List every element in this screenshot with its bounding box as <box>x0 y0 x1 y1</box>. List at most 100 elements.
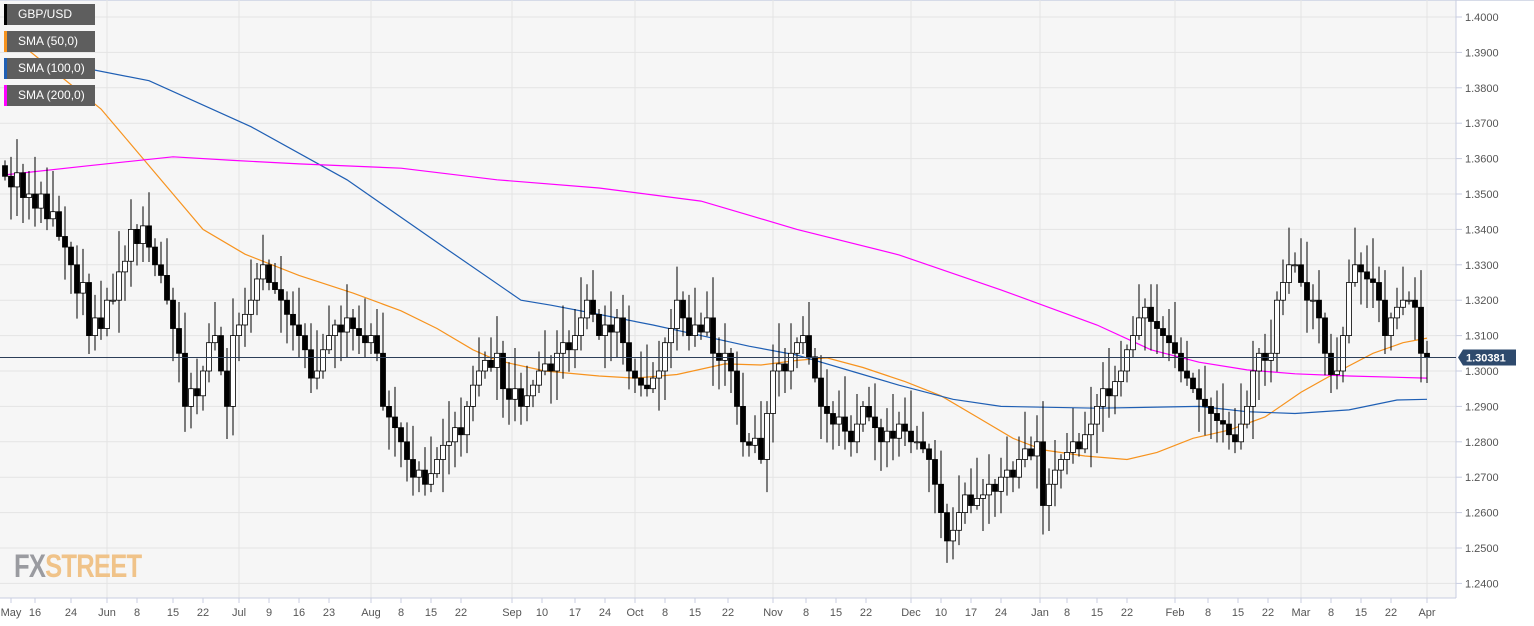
candle-body-down <box>812 356 818 379</box>
x-tick-label: 10 <box>536 607 548 619</box>
candle-body-down <box>872 416 878 429</box>
candle <box>1148 284 1154 351</box>
candle-body-up <box>128 228 134 262</box>
candle-body-up <box>1292 264 1298 267</box>
candle <box>884 408 890 468</box>
candle <box>470 365 476 422</box>
legend-item-sma200[interactable]: SMA (200,0) <box>4 85 95 106</box>
candle <box>1118 340 1124 397</box>
candle-body-up <box>578 317 584 336</box>
candle <box>896 411 902 457</box>
candle-body-up <box>1070 441 1076 453</box>
candle-body-down <box>134 228 140 244</box>
candle <box>1322 312 1328 376</box>
candle-body-up <box>854 423 860 443</box>
legend-item-gbpusd[interactable]: GBP/USD <box>4 4 95 25</box>
y-tick-label: 1.2400 <box>1465 578 1499 590</box>
candle-body-down <box>1028 448 1034 457</box>
candle-body-down <box>902 423 908 432</box>
candle-body-up <box>860 405 866 425</box>
legend-item-sma50[interactable]: SMA (50,0) <box>4 31 95 52</box>
candle <box>188 372 194 429</box>
candle-body-up <box>1088 423 1094 436</box>
candle <box>908 390 914 454</box>
candle-body-down <box>500 352 506 390</box>
y-axis: 1.2400 1.2500 1.2600 1.2700 1.2800 1.2900 1.30… <box>1455 0 1499 598</box>
candle <box>1136 284 1142 340</box>
candle-body-down <box>1010 469 1016 478</box>
candle-body-up <box>986 483 992 496</box>
x-tick-label: Jan <box>1031 607 1049 619</box>
candle-body-down <box>638 377 644 386</box>
candle-body-up <box>1244 405 1250 425</box>
y-tick-label: 1.2700 <box>1465 472 1499 484</box>
y-tick-label: 1.3500 <box>1465 189 1499 201</box>
candle <box>500 340 506 418</box>
candle-body-up <box>788 352 794 372</box>
candle <box>1268 319 1274 383</box>
candle <box>1154 284 1160 355</box>
candle <box>206 323 212 383</box>
candle-body-up <box>482 359 488 372</box>
y-tick-label: 1.3700 <box>1465 118 1499 130</box>
candle-body-down <box>644 384 650 390</box>
candle-body-down <box>392 416 398 429</box>
candle-body-up <box>1016 459 1022 478</box>
candle-body-up <box>206 342 212 372</box>
candle <box>536 351 542 393</box>
candle-body-up <box>1406 299 1412 302</box>
candle-body-up <box>416 469 422 478</box>
candle <box>506 362 512 425</box>
candle <box>122 245 128 301</box>
candle-body-down <box>386 405 392 418</box>
candle <box>1022 411 1028 468</box>
candle-body-down <box>908 430 914 443</box>
candle <box>410 425 416 496</box>
candle-body-down <box>1424 352 1430 358</box>
candle <box>338 305 344 362</box>
candle-body-down <box>56 211 62 237</box>
candle-body-up <box>650 377 656 390</box>
candle-body-up <box>536 370 542 386</box>
candle-body-up <box>1100 388 1106 407</box>
candle-body-down <box>20 172 26 198</box>
candle-body-up <box>212 335 218 344</box>
candle <box>944 503 950 563</box>
candle-body-down <box>680 299 686 319</box>
candle-body-down <box>302 335 308 351</box>
y-tick-label: 1.2600 <box>1465 508 1499 520</box>
candle-body-up <box>80 282 86 294</box>
candle <box>1412 277 1418 340</box>
candle-body-up <box>1400 299 1406 308</box>
candle <box>74 245 80 319</box>
legend-item-sma100[interactable]: SMA (100,0) <box>4 58 95 79</box>
candle <box>518 372 524 425</box>
candle <box>938 450 944 539</box>
x-tick-label: 24 <box>995 607 1007 619</box>
candle-body-down <box>1382 299 1388 337</box>
x-tick-label: Jun <box>98 607 116 619</box>
candle-body-up <box>962 494 968 513</box>
candle-body-up <box>242 313 248 326</box>
y-tick-label: 1.2800 <box>1465 437 1499 449</box>
candle <box>1400 266 1406 316</box>
x-tick-label: 8 <box>1328 607 1334 619</box>
candle <box>878 418 884 471</box>
candle <box>1256 347 1262 401</box>
candle <box>734 351 740 425</box>
candle <box>614 309 620 358</box>
candle <box>1010 461 1016 493</box>
x-tick-label: Oct <box>626 607 643 619</box>
candle <box>746 432 752 457</box>
candle-body-up <box>1112 381 1118 397</box>
candle-body-up <box>248 299 254 315</box>
x-tick-label: Nov <box>763 607 783 619</box>
x-tick-label: 17 <box>965 607 977 619</box>
candle-body-up <box>554 352 560 372</box>
candle-body-down <box>1160 328 1166 336</box>
candle-body-down <box>1370 278 1376 283</box>
candle-body-up <box>1238 423 1244 443</box>
candle <box>326 305 332 355</box>
candle <box>1382 270 1388 355</box>
